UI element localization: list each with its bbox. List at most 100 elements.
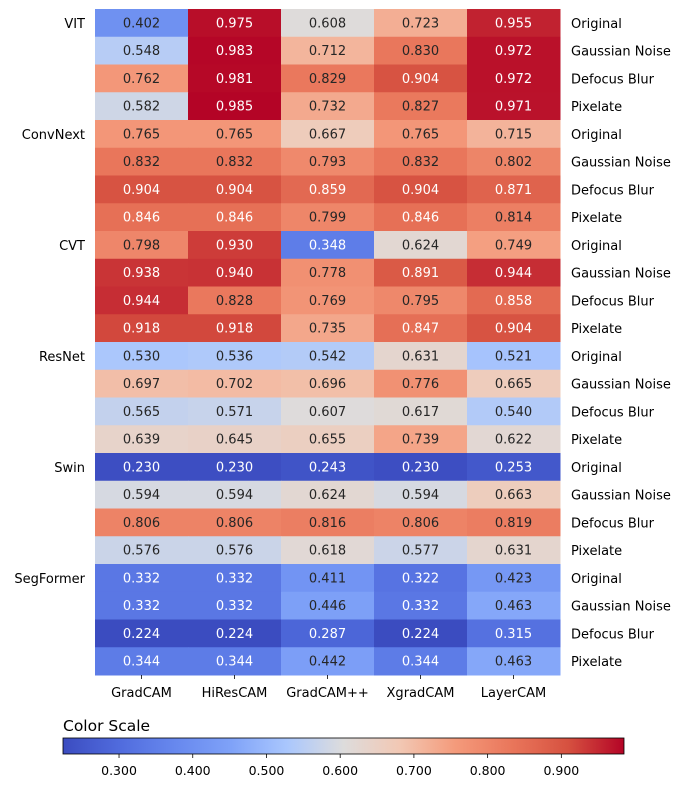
cell-value-label: 0.765 <box>216 127 253 142</box>
heatmap-cell <box>188 369 282 398</box>
cell-value-label: 0.540 <box>495 405 532 420</box>
colorbar-tick-label: 0.600 <box>322 763 358 778</box>
heatmap-cell <box>374 508 468 537</box>
cell-value-label: 0.985 <box>216 100 253 115</box>
model-label: ConvNext <box>22 128 85 143</box>
cell-value-label: 0.944 <box>123 294 160 309</box>
condition-label: Pixelate <box>571 433 622 448</box>
condition-label: Gaussian Noise <box>571 600 671 615</box>
heatmap-cell <box>467 564 561 593</box>
model-label: CVT <box>59 239 85 254</box>
heatmap-cell <box>374 120 468 149</box>
cell-value-label: 0.765 <box>123 127 160 142</box>
heatmap-cell <box>281 536 375 565</box>
heatmap-cell <box>188 453 282 482</box>
heatmap-cell <box>281 286 375 315</box>
cell-value-label: 0.576 <box>123 544 160 559</box>
x-tick-label: GradCAM++ <box>286 686 369 701</box>
cell-value-label: 0.918 <box>216 322 253 337</box>
heatmap-cell <box>188 36 282 65</box>
heatmap-cell <box>467 9 561 38</box>
cell-value-label: 0.645 <box>216 433 253 448</box>
cell-value-label: 0.402 <box>123 16 160 31</box>
heatmap-cell <box>374 647 468 676</box>
heatmap-cell <box>374 425 468 454</box>
cell-value-label: 0.795 <box>402 294 439 309</box>
heatmap-cell <box>374 619 468 648</box>
cell-value-label: 0.846 <box>402 211 439 226</box>
heatmap-cell <box>95 425 189 454</box>
condition-label: Original <box>571 350 622 365</box>
cell-value-label: 0.224 <box>123 627 160 642</box>
condition-label: Gaussian Noise <box>571 156 671 171</box>
cell-value-label: 0.548 <box>123 44 160 59</box>
cell-value-label: 0.816 <box>309 516 346 531</box>
cell-value-label: 0.769 <box>309 294 346 309</box>
condition-label: Gaussian Noise <box>571 267 671 282</box>
heatmap-cell <box>467 258 561 287</box>
cell-value-label: 0.631 <box>495 544 532 559</box>
colorbar-gradient <box>62 737 625 755</box>
cell-value-label: 0.749 <box>495 238 532 253</box>
heatmap-cell <box>281 397 375 426</box>
cell-value-label: 0.891 <box>402 266 439 281</box>
heatmap-cell <box>281 369 375 398</box>
heatmap-cell <box>374 286 468 315</box>
cell-value-label: 0.253 <box>495 460 532 475</box>
cell-value-label: 0.624 <box>309 488 346 503</box>
heatmap-cell <box>374 397 468 426</box>
heatmap-cell <box>95 120 189 149</box>
heatmap-cell <box>95 36 189 65</box>
heatmap-cell <box>281 591 375 620</box>
heatmap-cell <box>281 231 375 260</box>
heatmap-cell <box>188 425 282 454</box>
heatmap-cell <box>188 231 282 260</box>
heatmap-cell <box>95 92 189 121</box>
cell-value-label: 0.536 <box>216 349 253 364</box>
cell-value-label: 0.846 <box>216 211 253 226</box>
cell-value-label: 0.463 <box>495 655 532 670</box>
condition-label: Defocus Blur <box>571 516 655 531</box>
heatmap-cell <box>281 619 375 648</box>
cell-value-label: 0.829 <box>309 72 346 87</box>
heatmap-cell <box>467 203 561 232</box>
cell-value-label: 0.858 <box>495 294 532 309</box>
heatmap-cell <box>281 508 375 537</box>
colorbar-tick-label: 0.800 <box>470 763 506 778</box>
cell-value-label: 0.847 <box>402 322 439 337</box>
condition-label: Pixelate <box>571 100 622 115</box>
cell-value-label: 0.287 <box>309 627 346 642</box>
colorbar-tick-label: 0.300 <box>101 763 137 778</box>
condition-label: Gaussian Noise <box>571 378 671 393</box>
cell-value-label: 0.739 <box>402 433 439 448</box>
cell-value-label: 0.696 <box>309 377 346 392</box>
heatmap-cell <box>188 342 282 371</box>
x-tick-label: XgradCAM <box>387 686 455 701</box>
heatmap-cell <box>467 508 561 537</box>
heatmap-cell <box>467 647 561 676</box>
heatmap-cell <box>374 203 468 232</box>
heatmap-cell <box>374 258 468 287</box>
cell-value-label: 0.631 <box>402 349 439 364</box>
cell-value-label: 0.904 <box>402 72 439 87</box>
cell-value-label: 0.735 <box>309 322 346 337</box>
heatmap-cell <box>95 258 189 287</box>
cell-value-label: 0.972 <box>495 72 532 87</box>
cell-value-label: 0.446 <box>309 599 346 614</box>
heatmap-cell <box>281 36 375 65</box>
heatmap-cell <box>467 591 561 620</box>
colorbar: Color Scale 0.300 0.400 0.500 0.600 0.700 0.8… <box>62 717 625 778</box>
heatmap-cell <box>281 120 375 149</box>
cell-value-label: 0.793 <box>309 155 346 170</box>
heatmap-cell <box>374 591 468 620</box>
heatmap-cell <box>188 647 282 676</box>
heatmap-cell <box>281 342 375 371</box>
model-label: Swin <box>54 461 85 476</box>
heatmap-cell <box>281 480 375 509</box>
cell-value-label: 0.594 <box>216 488 253 503</box>
heatmap-cells <box>95 9 561 676</box>
cell-value-label: 0.530 <box>123 349 160 364</box>
cell-value-label: 0.776 <box>402 377 439 392</box>
cell-value-label: 0.972 <box>495 44 532 59</box>
heatmap-cell <box>188 480 282 509</box>
